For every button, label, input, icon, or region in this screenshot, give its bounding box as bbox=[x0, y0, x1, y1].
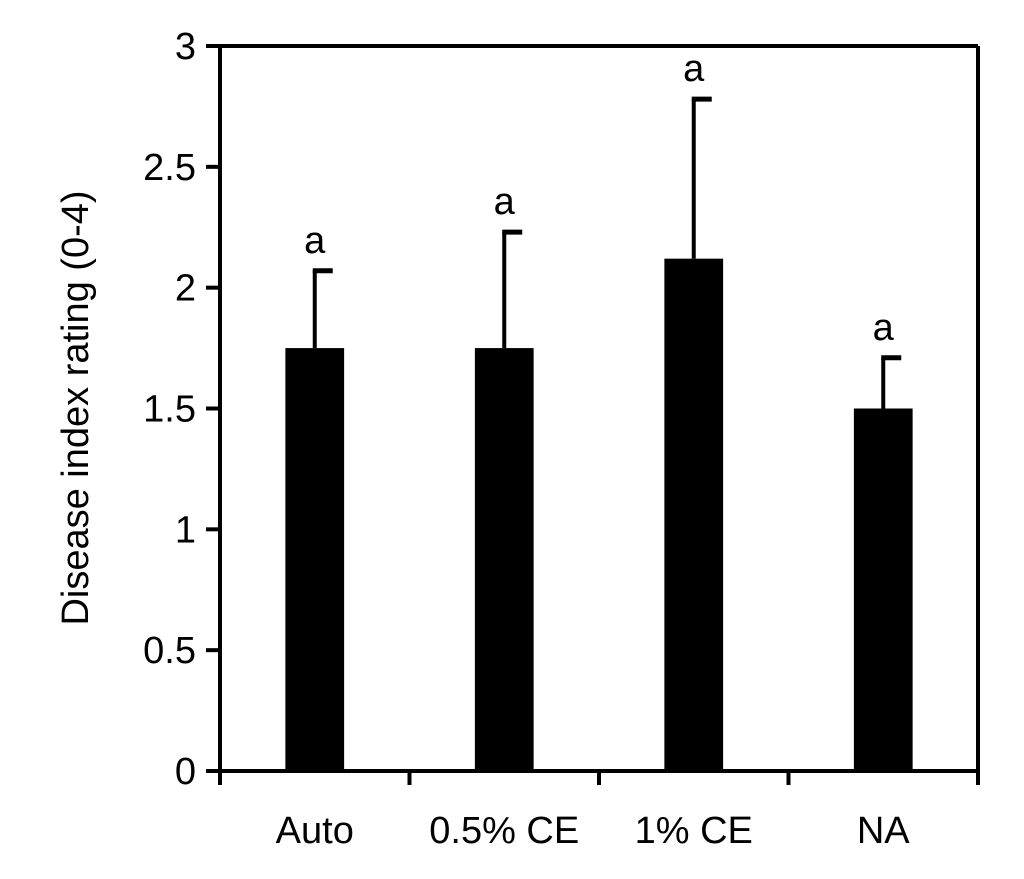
significance-label: a bbox=[873, 307, 895, 349]
bar bbox=[285, 348, 345, 771]
x-dividers bbox=[218, 771, 980, 785]
significance-labels: a a a a bbox=[304, 48, 895, 349]
y-tick-label: 1.5 bbox=[143, 389, 196, 431]
y-tick-label: 0.5 bbox=[143, 630, 196, 672]
category-label: Auto bbox=[276, 810, 354, 852]
category-label: NA bbox=[857, 810, 910, 852]
bar bbox=[853, 408, 913, 771]
error-bars bbox=[312, 96, 902, 409]
y-tick-label: 2.5 bbox=[143, 147, 196, 189]
bar bbox=[474, 348, 534, 771]
category-labels: Auto 0.5% CE 1% CE NA bbox=[276, 810, 911, 852]
category-label: 0.5% CE bbox=[429, 810, 579, 852]
y-tick-label: 0 bbox=[175, 751, 196, 793]
y-tick-label: 1 bbox=[175, 509, 196, 551]
significance-label: a bbox=[494, 181, 516, 223]
category-label: 1% CE bbox=[635, 810, 753, 852]
bars bbox=[285, 258, 913, 772]
y-axis-title: Disease index rating (0-4) bbox=[55, 190, 97, 625]
significance-label: a bbox=[683, 48, 705, 90]
bar bbox=[664, 258, 724, 772]
y-tick-label: 2 bbox=[175, 268, 196, 310]
y-tick-label: 3 bbox=[175, 26, 196, 68]
y-ticks: 0 0.5 1 1.5 2 2.5 3 bbox=[143, 26, 220, 793]
significance-label: a bbox=[304, 220, 326, 262]
